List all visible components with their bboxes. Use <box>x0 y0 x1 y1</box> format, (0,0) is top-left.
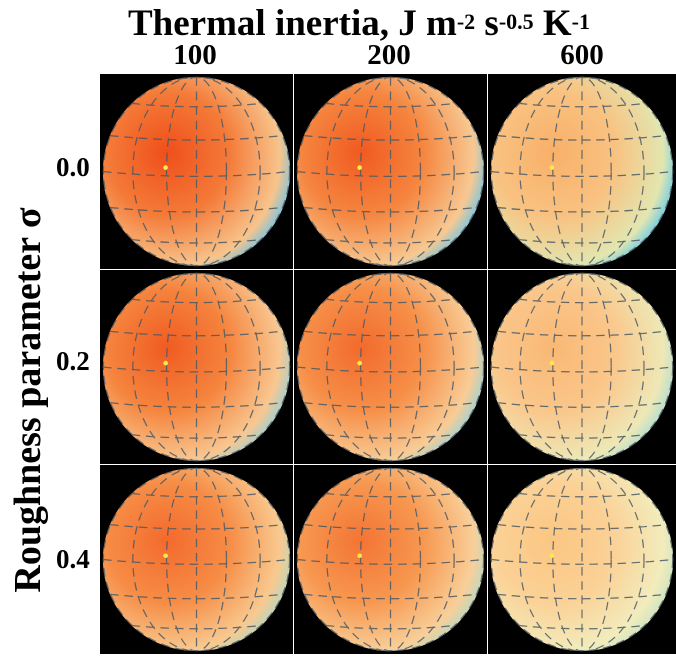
lat-lon-grid <box>490 76 674 267</box>
subsolar-point <box>549 553 555 558</box>
y-axis-label: Roughness parameter σ <box>7 207 49 593</box>
temperature-panel <box>488 74 676 269</box>
subsolar-point <box>549 360 555 366</box>
temperature-panel <box>488 465 676 654</box>
globe-svg <box>490 467 674 652</box>
lat-lon-grid <box>102 272 291 462</box>
subsolar-point <box>357 165 362 170</box>
globe-svg <box>490 76 674 267</box>
row-label-1: 0.2 <box>56 346 90 376</box>
subsolar-point <box>549 165 555 170</box>
subsolar-point <box>163 360 168 366</box>
globe-svg <box>296 76 485 267</box>
globe-svg <box>102 76 291 267</box>
temperature-panel <box>294 74 487 269</box>
subsolar-point <box>163 553 168 558</box>
lat-lon-grid <box>490 272 674 462</box>
row-label-2: 0.4 <box>56 544 90 574</box>
temperature-panel <box>100 74 293 269</box>
column-label-600: 600 <box>560 39 604 71</box>
column-label-100: 100 <box>173 39 217 71</box>
globe-svg <box>296 272 485 462</box>
row-label-0: 0.0 <box>56 152 90 182</box>
temperature-panel <box>488 270 676 464</box>
subsolar-point <box>357 360 362 366</box>
globe-svg <box>102 272 291 462</box>
figure-title: Thermal inertia, J m-2 s-0.5 K-1 <box>128 3 590 44</box>
subsolar-point <box>357 553 362 558</box>
temperature-panel <box>294 465 487 654</box>
globe-svg <box>102 467 291 652</box>
lat-lon-grid <box>296 76 485 267</box>
column-label-200: 200 <box>367 39 411 71</box>
lat-lon-grid <box>296 272 485 462</box>
subsolar-point <box>163 165 168 170</box>
temperature-panel <box>100 270 293 464</box>
lat-lon-grid <box>296 467 485 652</box>
globe-svg <box>490 272 674 462</box>
lat-lon-grid <box>102 76 291 267</box>
lat-lon-grid <box>490 467 674 652</box>
temperature-panel-grid <box>100 74 676 654</box>
temperature-panel <box>100 465 293 654</box>
lat-lon-grid <box>102 467 291 652</box>
temperature-panel <box>294 270 487 464</box>
globe-svg <box>296 467 485 652</box>
